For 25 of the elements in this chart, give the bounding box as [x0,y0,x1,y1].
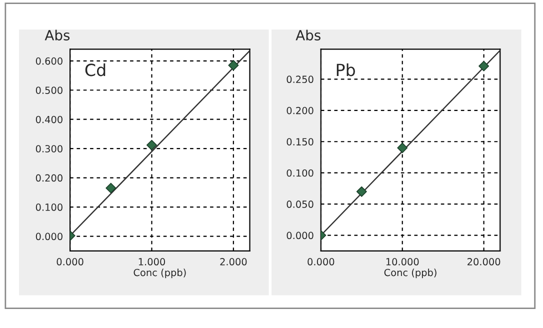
text: Pb [336,63,355,76]
y-tick-label: 0.100 [286,169,314,177]
y-tick-label: 0.500 [36,86,62,94]
x-tick-label: 20.000 [468,258,500,266]
x-axis-title: Conc (ppb) [384,268,436,278]
x-tick-label: 1.000 [138,258,166,266]
y-axis-title: Abs [44,30,70,40]
y-tick-label: 0.400 [36,116,62,124]
x-axis-title: Conc (ppb) [134,268,186,278]
y-tick-label: 0.250 [286,76,314,84]
y-tick-label: 0.200 [36,174,62,182]
y-tick-label: 0.000 [286,232,314,240]
y-tick-label: 0.600 [36,57,62,65]
x-tick-label: 10.000 [386,258,419,266]
y-tick-label: 0.050 [286,200,314,208]
x-tick-label: 0.000 [308,258,334,266]
text: Cd [85,63,106,76]
y-tick-label: 0.000 [36,232,62,240]
y-tick-label: 0.300 [36,145,62,152]
y-tick-label: 0.150 [286,138,314,146]
y-tick-label: 0.100 [36,204,62,211]
y-tick-label: 0.200 [286,106,314,114]
x-tick-label: 2.000 [220,258,247,266]
x-tick-label: 0.000 [56,258,84,266]
y-axis-title: Abs [296,30,320,40]
